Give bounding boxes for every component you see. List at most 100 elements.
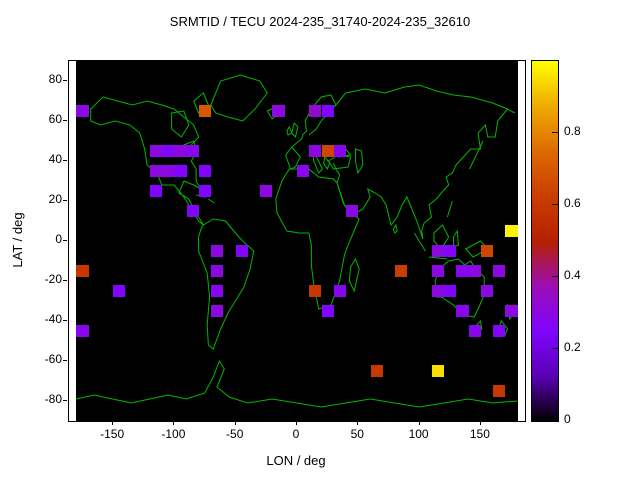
- coastline-asia-east: [334, 109, 508, 239]
- heatmap-cell: [505, 305, 518, 317]
- coastline-antarctica: [76, 361, 517, 407]
- heatmap-cell: [431, 365, 445, 377]
- heatmap-cell: [370, 365, 383, 377]
- heatmap-cell: [198, 105, 212, 117]
- heatmap-cell: [333, 145, 346, 157]
- x-tick-label: -100: [161, 427, 186, 441]
- heatmap-cell: [149, 185, 163, 197]
- coastline-iberia: [286, 147, 301, 169]
- y-tick-mark: [63, 200, 67, 201]
- x-tick-label: 50: [350, 427, 364, 441]
- heatmap-cell: [76, 105, 89, 117]
- y-tick-label: -20: [44, 272, 62, 286]
- colorbar-tick-mark: [552, 348, 558, 349]
- heatmap-cell: [296, 165, 310, 177]
- coastline-asia-north: [336, 85, 515, 113]
- coastline-north-america: [91, 97, 204, 225]
- x-tick-label: -50: [226, 427, 244, 441]
- coastline-south-america: [199, 219, 254, 349]
- y-tick-mark: [63, 360, 67, 361]
- colorbar-tick-label: 0.6: [564, 196, 581, 210]
- y-tick-mark: [63, 80, 67, 81]
- x-tick-mark: [357, 421, 359, 425]
- heatmap-cell: [211, 305, 224, 317]
- y-tick-mark: [63, 280, 67, 281]
- heatmap-cell: [309, 285, 322, 297]
- heatmap-cell: [174, 165, 187, 177]
- coastline-italy: [313, 151, 323, 173]
- heatmap-cell: [309, 145, 322, 157]
- x-tick-label: -150: [100, 427, 125, 441]
- y-tick-mark: [63, 120, 67, 121]
- colorbar-tick-mark: [552, 132, 558, 133]
- heatmap-cell: [431, 265, 445, 277]
- heatmap-cell: [174, 145, 187, 157]
- colorbar-tick-label: 0.2: [564, 340, 581, 354]
- heatmap-cell: [444, 285, 457, 297]
- y-tick-label: 40: [48, 152, 62, 166]
- heatmap-cell: [321, 145, 334, 157]
- coastline-sulawesi: [454, 231, 459, 247]
- coastline-sumatra: [415, 233, 426, 251]
- heatmap-cell: [456, 265, 469, 277]
- y-tick-label: 20: [48, 192, 62, 206]
- coastline-madagascar: [350, 259, 360, 291]
- heatmap-cell: [456, 305, 469, 317]
- coastline-greece: [324, 157, 330, 169]
- heatmap-cell: [431, 285, 445, 297]
- y-tick-mark: [63, 240, 67, 241]
- x-tick-label: 100: [408, 427, 429, 441]
- x-tick-mark: [112, 421, 114, 425]
- heatmap-cell: [395, 265, 408, 277]
- colorbar-tick-label: 0: [564, 412, 571, 426]
- coastline-japan: [470, 141, 483, 169]
- colorbar-tick-mark: [552, 276, 558, 277]
- x-tick-mark: [479, 421, 481, 425]
- heatmap-cell: [260, 185, 273, 197]
- heatmap-cell: [113, 285, 126, 297]
- heatmap-cell: [76, 325, 89, 337]
- plot-area: [68, 60, 526, 422]
- y-tick-label: -40: [44, 312, 62, 326]
- x-tick-mark: [418, 421, 420, 425]
- heatmap-cell: [186, 205, 199, 217]
- heatmap-cell: [211, 245, 224, 257]
- coastline-britain: [292, 123, 298, 137]
- heatmap-cell: [468, 325, 481, 337]
- heatmap-cell: [346, 205, 359, 217]
- heatmap-cell: [211, 285, 224, 297]
- heatmap-cell: [149, 145, 163, 157]
- y-tick-mark: [63, 400, 67, 401]
- coastline-greenland: [211, 75, 267, 121]
- coastline-java: [429, 257, 447, 259]
- colorbar-tick-label: 0.4: [564, 268, 581, 282]
- heatmap-cell: [272, 105, 285, 117]
- chart-title: SRMTID / TECU 2024-235_31740-2024-235_32…: [169, 14, 471, 29]
- x-tick-label: 0: [292, 427, 300, 441]
- colorbar: [531, 60, 559, 422]
- y-tick-label: -80: [44, 392, 62, 406]
- coastline-hudson-bay: [172, 111, 189, 137]
- heatmap-cell: [198, 185, 212, 197]
- coastline-philippines: [448, 201, 453, 217]
- heatmap-cell: [333, 285, 346, 297]
- heatmap-cell: [198, 165, 212, 177]
- colorbar-tick-label: 0.8: [564, 124, 581, 138]
- colorbar-tick-mark: [552, 204, 558, 205]
- y-tick-mark: [63, 160, 67, 161]
- colorbar-tick-mark: [552, 420, 558, 421]
- world-coastlines: [76, 61, 517, 421]
- heatmap-cell: [468, 265, 481, 277]
- heatmap-cell: [162, 145, 175, 157]
- heatmap-cell: [493, 265, 506, 277]
- heatmap-cell: [431, 245, 445, 257]
- x-axis-label: LON / deg: [266, 453, 326, 468]
- heatmap-cell: [211, 265, 224, 277]
- heatmap-cell: [309, 105, 322, 117]
- heatmap-cell: [480, 285, 494, 297]
- map-background: [76, 61, 518, 421]
- heatmap-cell: [149, 165, 163, 177]
- x-tick-mark: [173, 421, 175, 425]
- coastline-borneo: [434, 225, 449, 249]
